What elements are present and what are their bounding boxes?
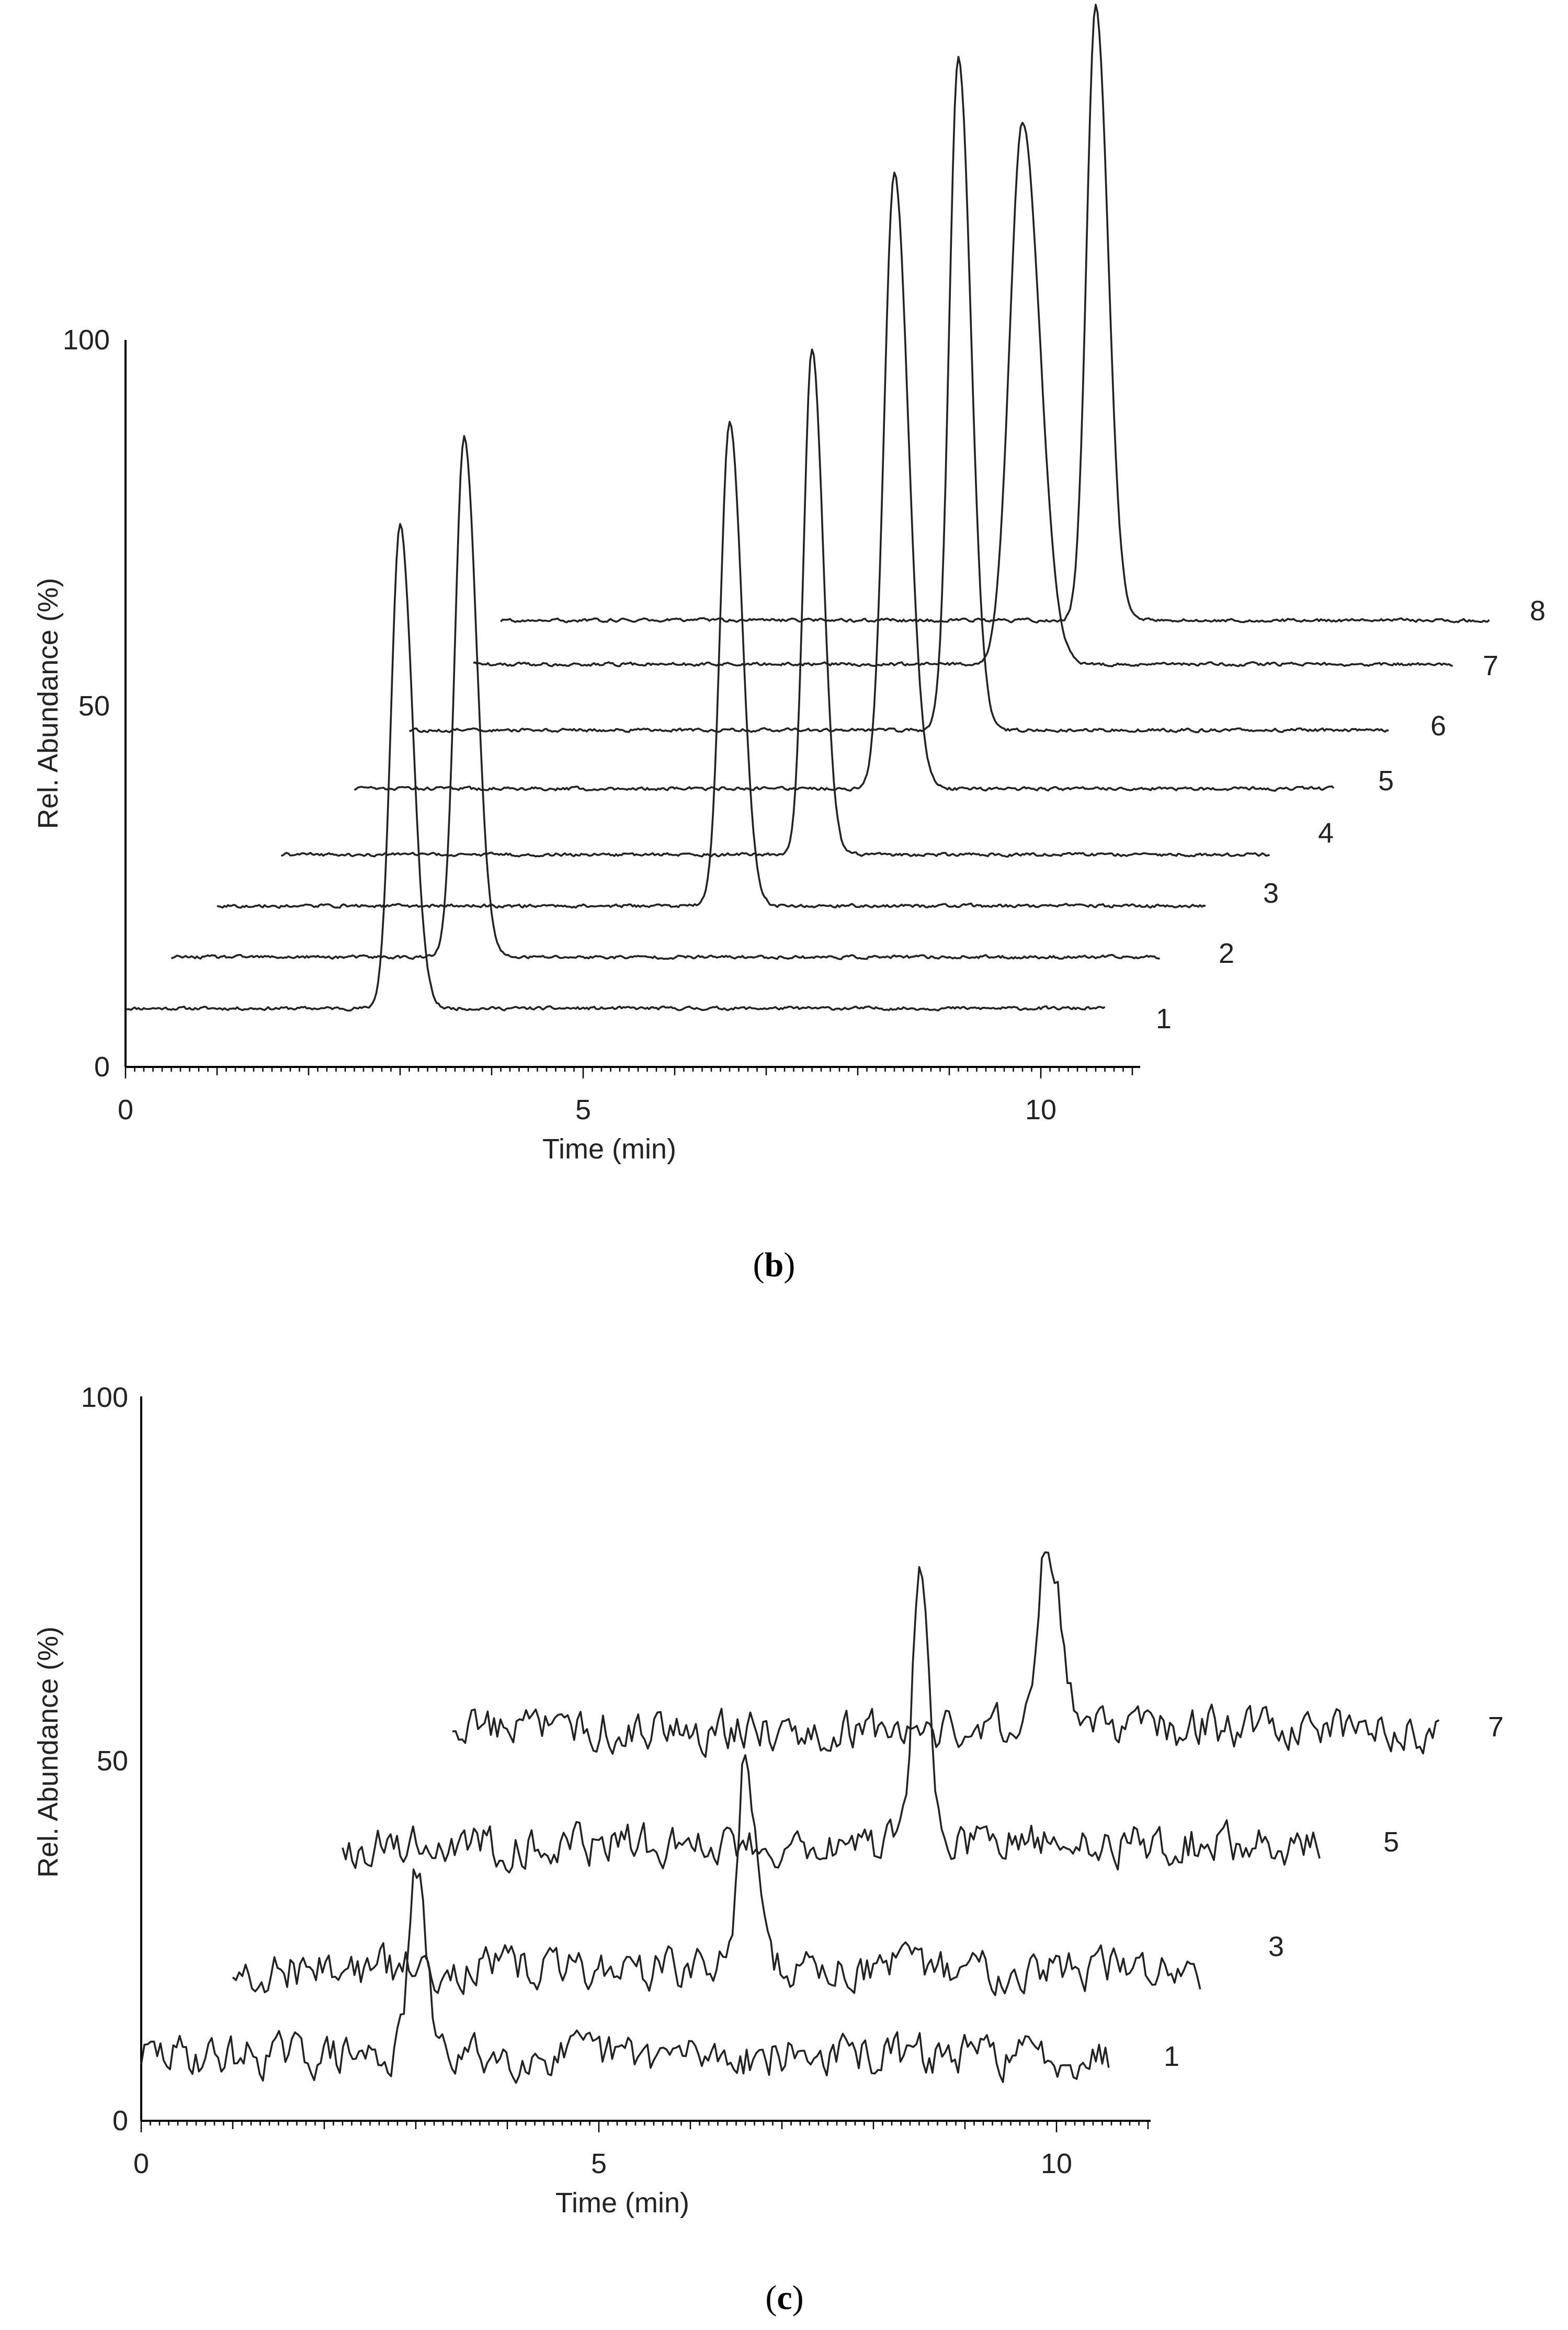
panel-c-traces [140,1551,1440,2084]
panel-b-series-label-2: 2 [1219,938,1234,969]
panel-b-ytick-50: 50 [78,690,110,722]
panel-b-trace-2 [171,435,1160,960]
panel-b-series-label-3: 3 [1263,878,1279,909]
panel-c-series-label-7: 7 [1488,1711,1504,1743]
panel-c-series-label-3: 3 [1268,1931,1284,1962]
panel-b-series-label-4: 4 [1318,817,1334,849]
panel-c-series-label-5: 5 [1383,1826,1399,1858]
panel-b: 100 50 0 0 5 10 Time (min) Rel. Abundanc… [32,4,1546,1284]
panel-c-trace-5 [342,1566,1321,1874]
panel-c-y-axis-title: Rel. Abundance (%) [32,1627,64,1878]
panel-c-ticks [140,2121,1149,2132]
panel-c-series-label-1: 1 [1164,2041,1179,2072]
panel-b-caption: (b) [753,1246,796,1284]
panel-c-ytick-0: 0 [112,2105,128,2136]
panel-b-trace-1 [125,523,1106,1011]
panel-b-trace-6 [409,55,1389,733]
panel-b-series-label-1: 1 [1156,1003,1172,1035]
panel-c-trace-7 [452,1551,1440,1758]
panel-c-xtick-5: 5 [591,2148,607,2179]
panel-b-traces [125,4,1490,1011]
panel-b-ticks [124,1067,1133,1078]
panel-c-xtick-0: 0 [133,2148,149,2179]
panel-c-ytick-100: 100 [81,1382,128,1413]
panel-b-xtick-0: 0 [118,1094,133,1126]
panel-b-y-axis-title: Rel. Abundance (%) [32,578,64,829]
panel-b-trace-8 [500,4,1490,624]
panel-b-trace-7 [473,121,1453,667]
panel-b-trace-4 [281,348,1270,858]
panel-b-xtick-5: 5 [575,1094,591,1126]
panel-b-trace-3 [217,420,1206,909]
panel-b-ytick-0: 0 [94,1051,110,1083]
panel-c-trace-1 [140,1868,1110,2084]
panel-c-caption: (c) [765,2279,803,2317]
panel-c-ytick-50: 50 [97,1745,128,1777]
panel-b-x-axis-title: Time (min) [542,1133,676,1165]
panel-b-series-label-5: 5 [1378,765,1394,797]
panel-b-ytick-100: 100 [63,324,110,356]
panel-b-xtick-10: 10 [1025,1094,1056,1126]
panel-c-x-axis-title: Time (min) [555,2187,689,2219]
panel-c-trace-3 [232,1754,1201,1996]
panel-b-series-label-8: 8 [1530,595,1546,627]
panel-b-trace-5 [354,172,1335,792]
panel-c: 100 50 0 0 5 10 Time (min) Rel. Abundanc… [32,1382,1504,2317]
panel-b-series-label-7: 7 [1483,650,1498,681]
panel-b-series-label-6: 6 [1430,710,1446,742]
panel-c-xtick-10: 10 [1041,2148,1072,2179]
